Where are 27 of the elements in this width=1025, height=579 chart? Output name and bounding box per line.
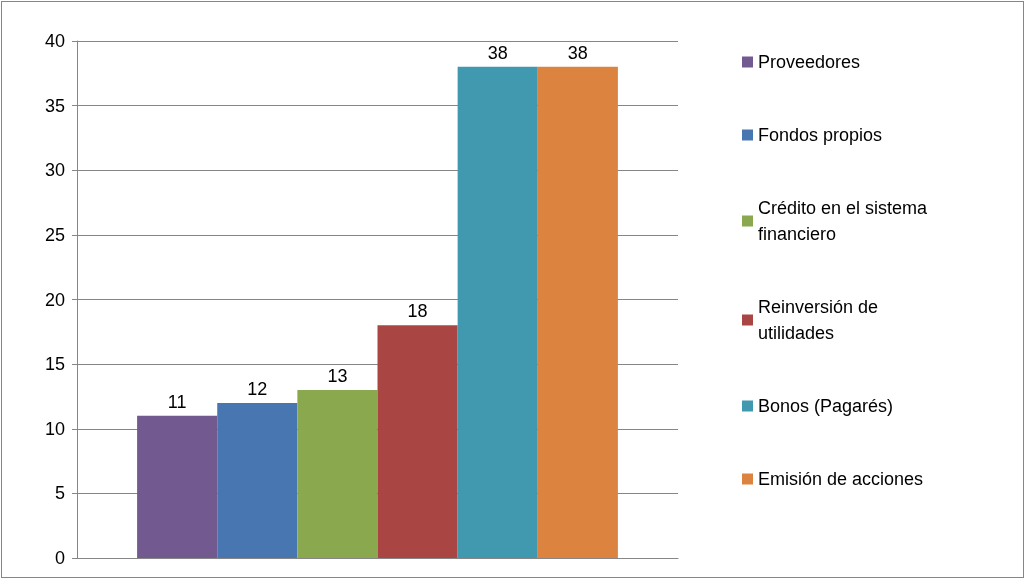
legend-label: Emisión de acciones <box>758 469 924 489</box>
bar <box>537 66 618 558</box>
data-label: 11 <box>167 391 187 412</box>
data-label: 13 <box>327 365 348 386</box>
legend-label: Bonos (Pagarés) <box>758 396 894 416</box>
legend-label: Fondos propios <box>758 125 883 145</box>
y-tick-label: 0 <box>54 548 65 568</box>
y-tick-label: 15 <box>44 354 65 375</box>
y-tick-label: 30 <box>44 160 65 181</box>
data-label: 18 <box>407 301 428 322</box>
legend-label: Reinversión de utilidades <box>758 297 884 343</box>
bar <box>377 325 458 558</box>
bar <box>297 389 378 558</box>
bar <box>137 415 218 558</box>
legend-label: Proveedores <box>758 52 861 72</box>
y-tick-label: 5 <box>54 483 65 504</box>
y-tick-label: 10 <box>44 418 65 439</box>
y-tick-label: 25 <box>44 224 65 245</box>
y-tick-label: 20 <box>44 289 65 310</box>
data-label: 38 <box>487 42 508 63</box>
y-tick-label: 35 <box>44 95 65 116</box>
bar <box>457 66 538 558</box>
legend-label: Crédito en el sistema financiero <box>758 198 933 244</box>
bar <box>217 402 298 558</box>
data-label: 38 <box>567 42 588 63</box>
y-tick-label: 40 <box>44 31 65 51</box>
data-label: 12 <box>247 378 268 399</box>
